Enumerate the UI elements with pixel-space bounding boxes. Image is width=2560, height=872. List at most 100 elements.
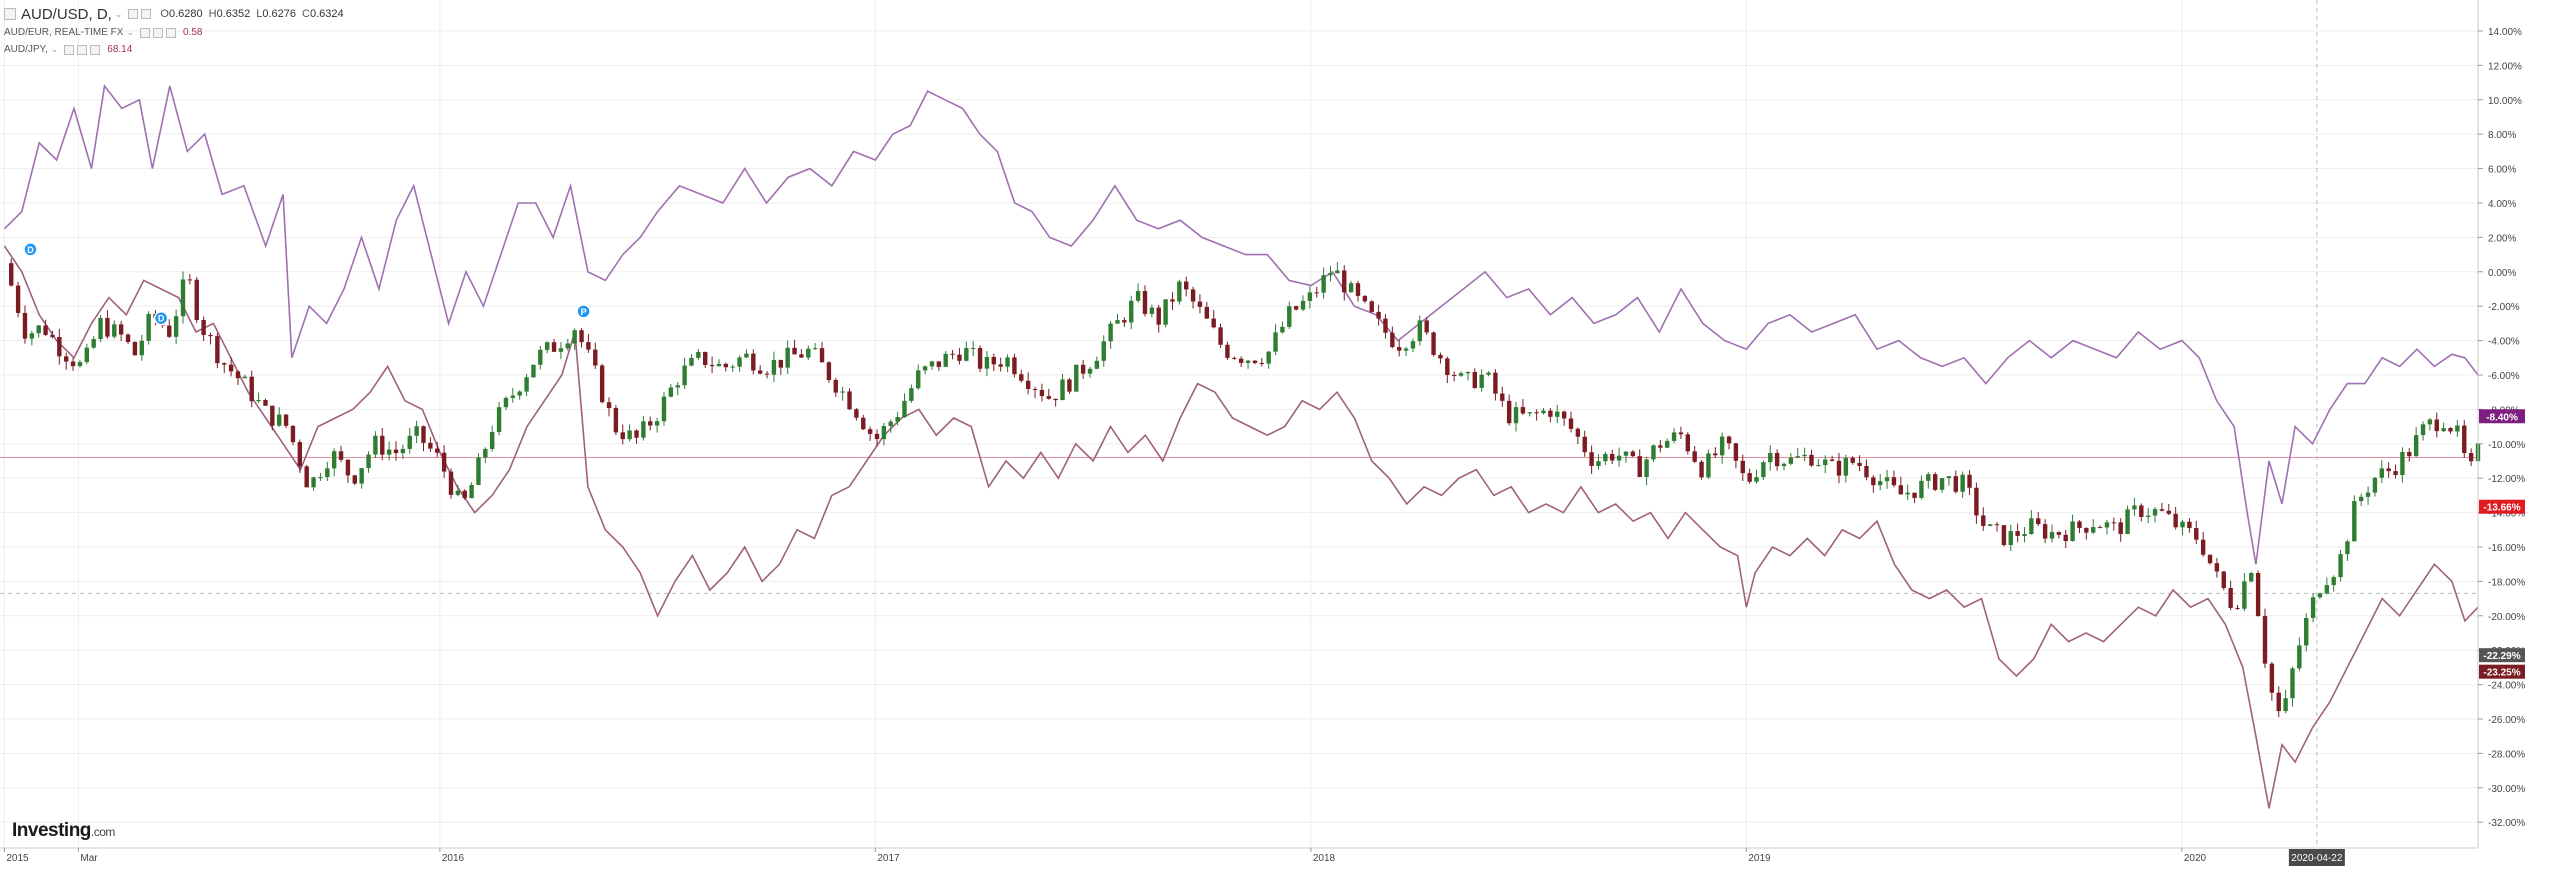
candle-body <box>201 319 206 335</box>
settings-icon[interactable] <box>141 9 152 19</box>
y-tick-label: -28.00% <box>2488 749 2525 760</box>
settings-icon[interactable] <box>153 27 164 38</box>
candle-body <box>2070 521 2075 542</box>
candle-body <box>970 348 976 350</box>
candle-body <box>819 348 825 363</box>
candle-body <box>1953 476 1958 492</box>
candle-body <box>1170 299 1175 302</box>
legend-series2-label[interactable]: AUD/EUR, REAL-TIME FX <box>4 27 124 38</box>
candle-body <box>228 364 234 372</box>
candle-body <box>1493 372 1498 394</box>
candle-body <box>1479 374 1484 388</box>
candle-body <box>1335 270 1340 274</box>
candle-body <box>2097 527 2103 529</box>
candle-body <box>125 334 131 343</box>
candle-body <box>386 449 392 455</box>
candle-body <box>1369 301 1374 312</box>
candle-body <box>1795 456 1800 458</box>
candle-body <box>1012 357 1017 375</box>
candle-body <box>2386 468 2391 472</box>
price-badge <box>2479 648 2525 663</box>
candle-body <box>1355 283 1361 296</box>
candle-body <box>709 364 715 367</box>
candle-body <box>1053 398 1058 401</box>
candle-body <box>9 263 14 286</box>
remove-icon[interactable] <box>90 44 101 55</box>
candle-body <box>1541 410 1546 414</box>
y-tick-label: 6.00% <box>2488 165 2516 176</box>
candle-body <box>1101 341 1106 361</box>
candle-body <box>2407 452 2412 457</box>
candle-body <box>1383 318 1388 333</box>
visibility-toggle-icon[interactable] <box>64 44 75 55</box>
candle-body <box>2200 539 2206 555</box>
candle-body <box>1080 364 1086 374</box>
candle-body <box>256 400 261 402</box>
candle-body <box>1074 364 1079 392</box>
candle-body <box>2104 522 2110 528</box>
candle-body <box>270 405 275 426</box>
event-marker-label: D <box>158 314 165 324</box>
visibility-toggle-icon[interactable] <box>140 27 151 38</box>
candle-body <box>235 371 241 379</box>
candle-body <box>1561 411 1567 419</box>
candle-body <box>929 361 935 367</box>
candle-body <box>627 430 632 440</box>
candle-body <box>1912 492 1917 498</box>
price-badge-label: -22.29% <box>2483 651 2520 662</box>
candle-body <box>1623 451 1629 456</box>
candle-body <box>1108 323 1113 342</box>
candle-body <box>1582 436 1587 453</box>
x-tick-label: 2020 <box>2184 853 2207 864</box>
candle-body <box>833 380 838 393</box>
settings-icon[interactable] <box>77 44 88 55</box>
candle-body <box>2084 527 2089 533</box>
candle-body <box>2077 521 2082 528</box>
candle-body <box>1314 292 1319 294</box>
chevron-down-icon[interactable]: ⌄ <box>114 8 123 19</box>
visibility-toggle-icon[interactable] <box>128 9 139 19</box>
candle-body <box>1850 458 1855 463</box>
low-value: 0.6276 <box>262 8 296 20</box>
candle-body <box>373 435 378 455</box>
candle-body <box>1094 360 1100 369</box>
candle-body <box>1500 393 1505 401</box>
candle-body <box>503 397 509 408</box>
candle-body <box>263 400 268 406</box>
candle-body <box>2214 563 2220 572</box>
candles-aud-usd <box>9 258 2481 718</box>
candle-body <box>132 342 138 356</box>
collapse-toggle-icon[interactable] <box>4 8 16 20</box>
candle-body <box>462 490 467 499</box>
candle-body <box>531 364 536 378</box>
candle-body <box>1506 400 1512 424</box>
candle-body <box>1534 412 1539 414</box>
candle-body <box>1774 452 1780 467</box>
crosshair-date-tag <box>2288 849 2345 866</box>
candle-body <box>2159 509 2165 511</box>
event-marker-icon <box>576 304 591 319</box>
candle-body <box>1245 360 1251 363</box>
candle-body <box>2235 607 2240 609</box>
candle-body <box>909 388 914 401</box>
event-marker-icon <box>23 242 38 257</box>
candle-body <box>668 387 674 397</box>
candle-body <box>1960 474 1965 492</box>
chevron-down-icon[interactable]: ⌄ <box>50 44 59 54</box>
remove-icon[interactable] <box>166 27 177 38</box>
candle-body <box>579 330 584 343</box>
candle-body <box>524 377 529 392</box>
candle-body <box>2049 532 2055 539</box>
price-badge <box>2479 499 2525 514</box>
high-value: 0.6352 <box>216 8 251 20</box>
candle-body <box>1129 300 1134 323</box>
candle-body <box>2379 468 2385 478</box>
candle-body <box>1987 524 1993 526</box>
legend-main-symbol[interactable]: AUD/USD, D, <box>21 5 112 23</box>
candle-body <box>277 414 282 426</box>
chevron-down-icon[interactable]: ⌄ <box>126 27 135 37</box>
candle-body <box>98 317 103 340</box>
legend-series3-label[interactable]: AUD/JPY, <box>4 44 48 55</box>
